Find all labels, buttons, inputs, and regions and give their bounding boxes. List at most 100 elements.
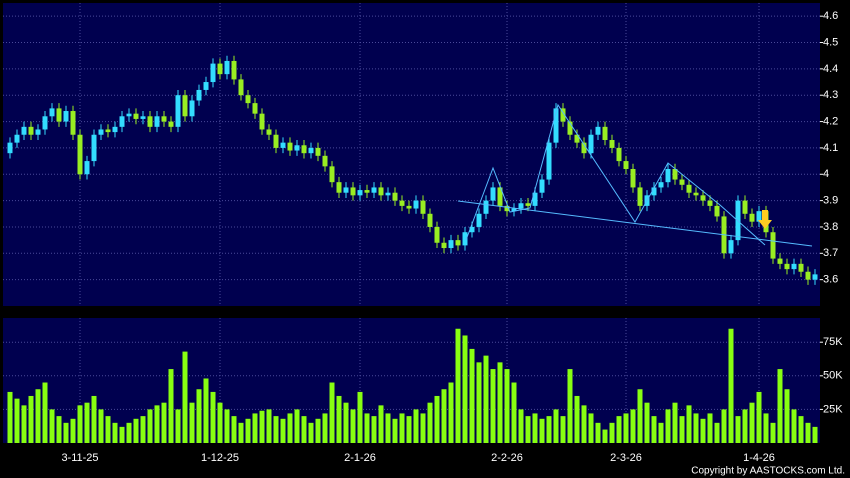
volume-bar [490, 369, 496, 443]
volume-bar [98, 409, 104, 443]
y-tick-label: 4.6 [823, 10, 838, 22]
candle-body [7, 142, 13, 154]
y-tick-label: 4.1 [823, 142, 838, 154]
y-tick-label: 4 [823, 168, 829, 180]
candle-body [553, 108, 559, 143]
candle-body [518, 203, 524, 209]
volume-bar [462, 335, 468, 443]
volume-bar [623, 413, 629, 443]
candle-body [525, 203, 531, 206]
candle-body [245, 95, 251, 104]
volume-bar [315, 418, 321, 443]
candle-body [420, 200, 426, 214]
volume-bar [105, 416, 111, 443]
volume-bar [630, 409, 636, 443]
candle-body [203, 82, 209, 90]
volume-bar [294, 409, 300, 443]
candle-body [56, 108, 62, 122]
volume-bar [189, 402, 195, 443]
candle-body [665, 168, 671, 183]
volume-bar [546, 416, 552, 443]
candle-body [483, 200, 489, 214]
candle-body [490, 187, 496, 201]
volume-bar [161, 402, 167, 443]
candle-body [231, 60, 237, 80]
candle-body [14, 134, 20, 143]
candle-body [259, 113, 265, 130]
volume-bar [385, 413, 391, 443]
volume-bar [532, 413, 538, 443]
candle-body [301, 145, 307, 154]
candle-body [651, 187, 657, 196]
candle-body [28, 126, 34, 135]
volume-bar [14, 398, 20, 443]
candle-body [112, 126, 118, 133]
y-tick-label: 4.5 [823, 36, 838, 48]
marks [7, 55, 818, 443]
volume-bar [28, 395, 34, 443]
candle-body [119, 116, 125, 127]
volume-bar [441, 389, 447, 443]
volume-bar [476, 362, 482, 443]
x-tick-label: 1-12-25 [201, 452, 239, 464]
candle-body [476, 213, 482, 227]
candle-body [749, 213, 755, 222]
candle-body [707, 200, 713, 206]
volume-bar [196, 389, 202, 443]
volume-bar [259, 410, 265, 443]
y-tick-label: 25K [823, 403, 843, 415]
volume-bar [672, 402, 678, 443]
candle-body [322, 155, 328, 167]
volume-bar [308, 422, 314, 443]
volume-bar [301, 416, 307, 443]
candle-body [161, 116, 167, 122]
candle-body [252, 103, 258, 114]
volume-bar [140, 416, 146, 443]
zigzag-line [465, 103, 766, 246]
candle-body [462, 232, 468, 246]
volume-bar [581, 405, 587, 443]
candle-body [602, 126, 608, 141]
volume-bar [406, 416, 412, 443]
volume-bar [560, 416, 566, 443]
candle-body [714, 205, 720, 217]
candle-body [189, 100, 195, 117]
candle-body [35, 129, 41, 135]
candle-body [280, 142, 286, 148]
volume-bar [420, 413, 426, 443]
volume-bar [469, 348, 475, 443]
volume-bar [721, 409, 727, 443]
candle-body [168, 121, 174, 127]
volume-bar [707, 413, 713, 443]
candle-body [679, 179, 685, 185]
candle-body [441, 242, 447, 249]
volume-bar [119, 426, 125, 443]
candle-body [784, 263, 790, 270]
volume-bar [637, 389, 643, 443]
volume-bar [336, 395, 342, 443]
volume-bar [525, 416, 531, 443]
candle-body [238, 79, 244, 96]
volume-bar [245, 418, 251, 443]
candle-body [406, 205, 412, 209]
volume-bar [49, 409, 55, 443]
volume-bar [798, 416, 804, 443]
candle-body [448, 240, 454, 249]
y-tick-label: 4.3 [823, 89, 838, 101]
volume-bar [763, 413, 769, 443]
candle-body [210, 63, 216, 83]
y-tick-label: 3.6 [823, 274, 838, 286]
candle-body [266, 129, 272, 135]
candle-body [455, 240, 461, 246]
candle-body [560, 108, 566, 122]
candle-body [532, 192, 538, 206]
grid [3, 3, 823, 443]
candle-body [777, 258, 783, 264]
volume-bar [280, 418, 286, 443]
volume-bar [273, 416, 279, 443]
volume-bar [63, 422, 69, 443]
candle-body [126, 113, 132, 117]
volume-bar [7, 391, 13, 443]
volume-bar [322, 413, 328, 443]
candle-body [805, 271, 811, 280]
